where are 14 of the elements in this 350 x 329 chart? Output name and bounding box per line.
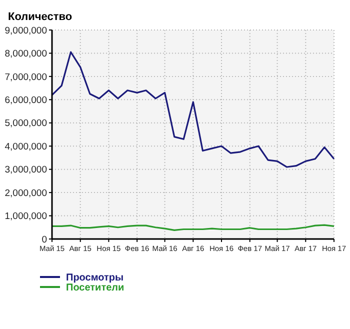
legend-label: Просмотры <box>66 272 124 284</box>
y-tick-label: 6,000,000 <box>4 94 47 106</box>
y-tick-label: 9,000,000 <box>4 25 47 36</box>
y-tick-label: 3,000,000 <box>4 164 47 176</box>
y-tick-label: 0 <box>42 234 47 246</box>
line-series <box>51 51 335 168</box>
y-tick-label: 4,000,000 <box>4 141 47 152</box>
y-tick-label: 8,000,000 <box>4 48 47 60</box>
legend-label: Посетители <box>66 282 124 294</box>
y-axis-title: Количество <box>8 11 72 23</box>
y-tick-label: 1,000,000 <box>4 211 47 222</box>
y-tick-label: 7,000,000 <box>4 72 47 83</box>
y-tick-label: 2,000,000 <box>4 188 47 199</box>
y-tick-label: 5,000,000 <box>4 118 47 130</box>
